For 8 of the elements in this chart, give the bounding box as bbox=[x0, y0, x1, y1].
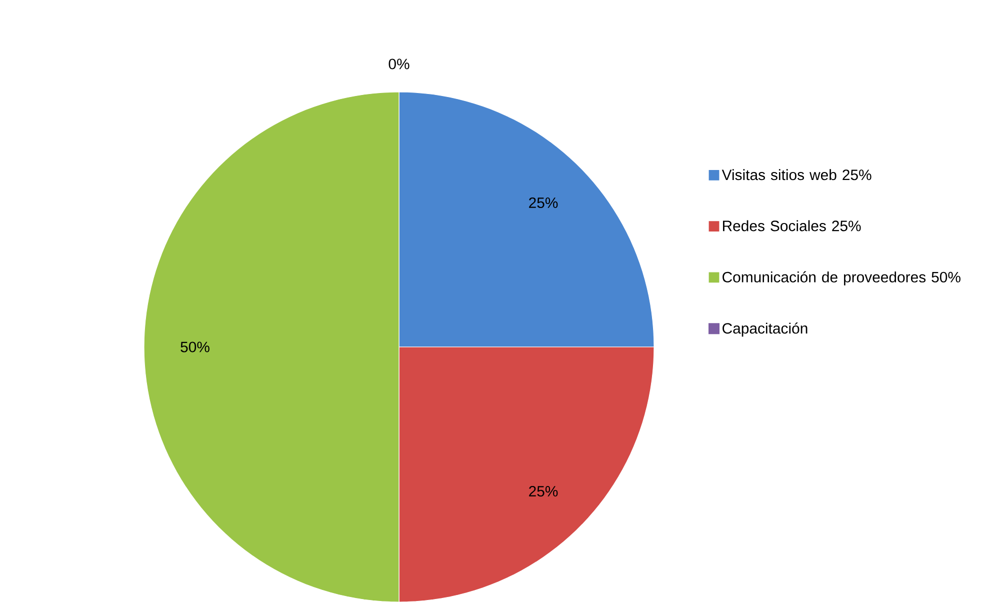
data-label: 25% bbox=[529, 197, 558, 208]
data-label: 50% bbox=[180, 342, 210, 352]
legend-label: Redes Sociales 25% bbox=[723, 220, 861, 232]
data-label: 25% bbox=[529, 486, 558, 497]
legend-label: Comunicación de proveedores 50% bbox=[722, 271, 960, 286]
legend-label: Visitas sitios web 25% bbox=[722, 169, 872, 180]
text: 0% bbox=[388, 58, 410, 70]
legend-label: Capacitación bbox=[722, 322, 808, 337]
